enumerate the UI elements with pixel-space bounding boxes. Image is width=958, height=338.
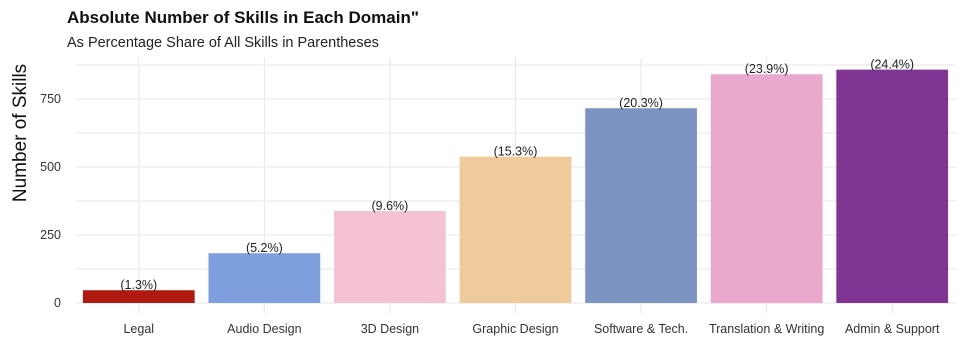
x-tick-label: Audio Design [227,322,301,336]
x-tick-label: Translation & Writing [709,322,824,336]
bar [82,290,195,303]
bar-layer [82,69,949,304]
y-tick-label: 500 [40,160,61,174]
x-tick-label: Legal [123,322,154,336]
data-label-layer: (1.3%) (5.2%) (9.6%) (15.3%) (20.3%) (23.9%) (… [120,58,914,293]
x-tick-label: 3D Design [361,322,419,336]
bar-data-label: (20.3%) [619,96,663,110]
chart-title: Absolute Number of Skills in Each Domain… [67,8,419,27]
bar [459,156,572,303]
y-tick-label: 750 [40,92,61,106]
x-tick-label: Graphic Design [472,322,558,336]
y-tick-label: 0 [54,296,61,310]
bar-data-label: (24.4%) [870,58,914,72]
bar [334,211,446,303]
y-tick-label: 250 [40,228,61,242]
axis-layer: 0 250 500 750 Legal Audio Design 3D Design Grap… [40,92,940,336]
bar [208,253,321,303]
bar-data-label: (1.3%) [120,278,157,292]
x-tick-label: Software & Tech. [594,322,688,336]
bar [585,108,697,303]
bar-data-label: (9.6%) [372,199,409,213]
chart-subtitle: As Percentage Share of All Skills in Par… [67,35,379,51]
y-axis-title: Number of Skills [10,64,31,202]
x-tick-label: Admin & Support [845,322,940,336]
bar-data-label: (5.2%) [246,241,283,255]
bar-data-label: (15.3%) [494,145,538,159]
bar [710,74,823,303]
bar-data-label: (23.9%) [745,62,789,76]
bar [836,69,949,304]
